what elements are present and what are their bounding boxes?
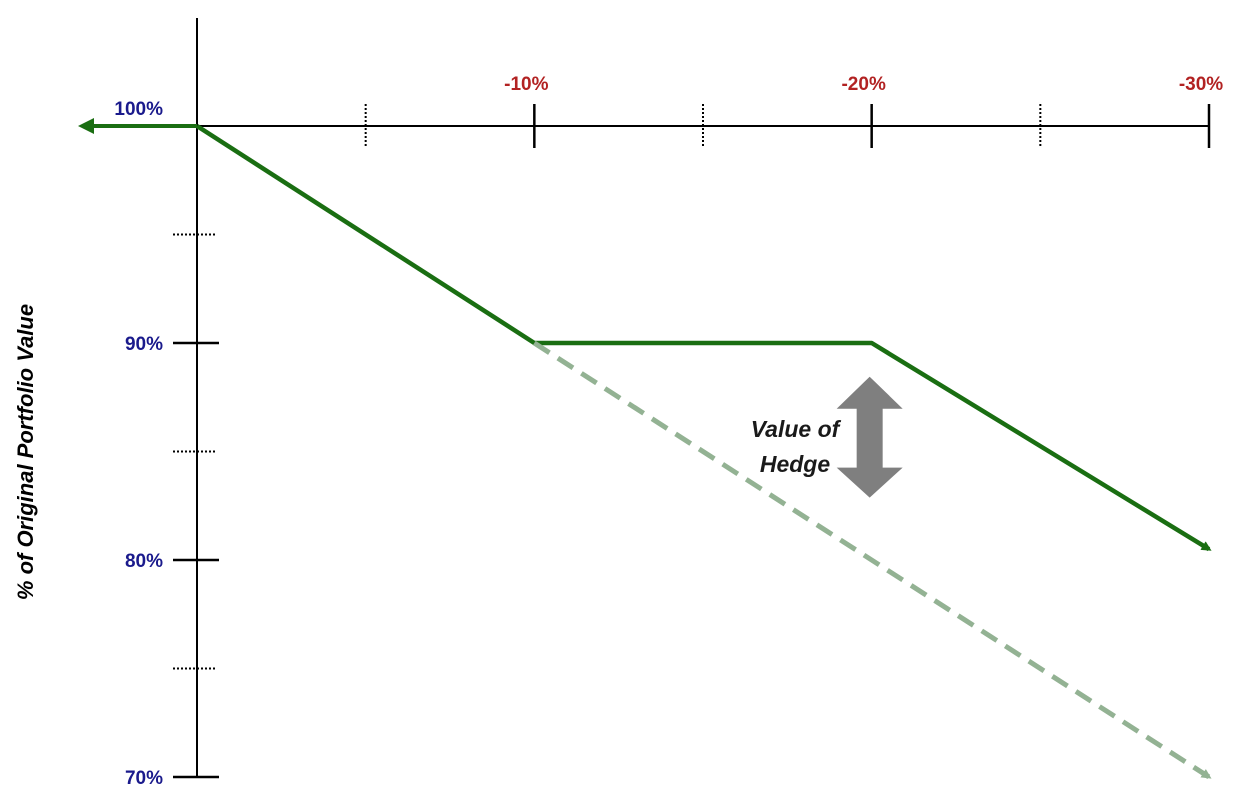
annotation-text-line2: Hedge xyxy=(760,451,831,477)
left-arrow-head xyxy=(78,118,94,134)
y-tick-label: 80% xyxy=(125,551,163,572)
unhedged-series-line xyxy=(532,340,1212,780)
hedge-double-arrow xyxy=(836,376,903,498)
x-tick-label: -30% xyxy=(1179,74,1223,95)
annotation-text-line1: Value of xyxy=(751,416,842,442)
y-tick-label: 70% xyxy=(125,768,163,789)
y-tick-label: 100% xyxy=(114,99,163,120)
y-axis-label: % of Original Portfolio Value xyxy=(13,304,38,600)
ticks xyxy=(173,104,1211,779)
y-tick-label: 90% xyxy=(125,334,163,355)
annotations: Value of Hedge xyxy=(751,376,903,498)
x-tick-label: -20% xyxy=(841,74,885,95)
tick-labels: -10% -20% -30% 100% 90% 80% 70% xyxy=(114,74,1223,789)
series xyxy=(78,118,1212,780)
hedged-series-line xyxy=(195,124,1212,552)
axes xyxy=(196,18,1209,777)
x-tick-label: -10% xyxy=(504,74,548,95)
